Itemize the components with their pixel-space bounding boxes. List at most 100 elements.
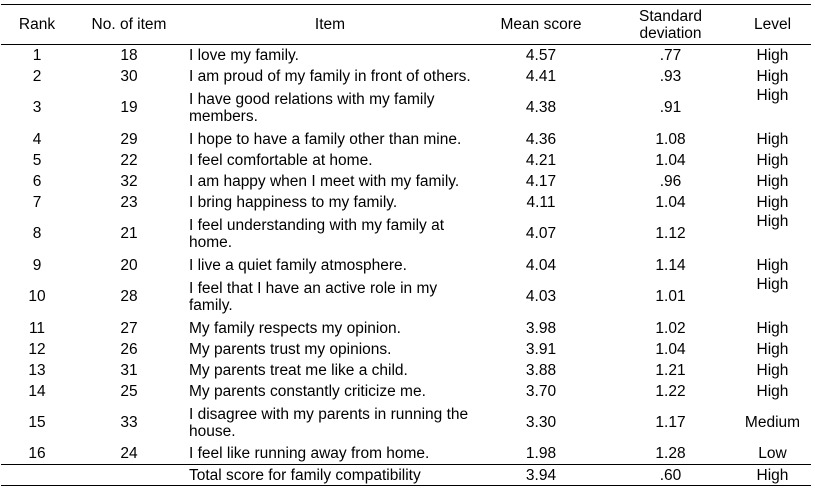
- rank-cell: 13: [28, 361, 46, 379]
- mean-score-cell: 3.98: [525, 319, 557, 337]
- mean-score-cell: 3.91: [525, 340, 557, 358]
- standard-deviation-cell: 1.02: [655, 319, 686, 337]
- mean-score-cell: 3.70: [525, 382, 557, 400]
- table-row: 12 26 My parents trust my opinions. 3.91 1.0…: [1, 339, 811, 360]
- mean-score-cell: 4.07: [525, 225, 557, 242]
- total-level: High: [734, 464, 811, 486]
- item-text-cell: I feel that I have an active role in my …: [189, 279, 438, 314]
- standard-deviation-cell: 1.17: [655, 414, 686, 431]
- table-row: 3 19 I have good relations with my family …: [1, 87, 811, 129]
- item-number-cell: 21: [120, 225, 138, 242]
- rank-cell: 5: [32, 151, 42, 169]
- mean-score-cell: 3.88: [525, 361, 557, 379]
- table-row: 9 20 I live a quiet family atmosphere. 4.04…: [1, 255, 811, 276]
- header-sd-line1: Standard: [639, 7, 702, 25]
- item-number-cell: 25: [120, 382, 138, 400]
- item-text-cell: I feel understanding with my family at h…: [189, 216, 445, 251]
- rank-cell: 2: [32, 67, 42, 85]
- rank-cell: 12: [28, 340, 46, 358]
- level-cell: High: [756, 193, 789, 211]
- level-cell: Low: [758, 445, 787, 463]
- total-item: Total score for family compatibility: [185, 464, 475, 486]
- item-number-cell: 30: [120, 67, 138, 85]
- table-row: 8 21 I feel understanding with my family a…: [1, 213, 811, 255]
- level-cell: High: [756, 319, 789, 337]
- item-number-cell: 27: [120, 319, 138, 337]
- level-cell: High: [756, 212, 789, 230]
- item-number-cell: 26: [120, 340, 138, 358]
- standard-deviation-cell: 1.22: [655, 382, 686, 400]
- standard-deviation-cell: .96: [659, 172, 682, 190]
- header-rank: Rank: [1, 4, 73, 45]
- level-cell: High: [756, 46, 789, 64]
- header-level: Level: [734, 4, 811, 45]
- item-text-cell: I live a quiet family atmosphere.: [189, 256, 407, 274]
- rank-cell: 3: [32, 99, 42, 116]
- standard-deviation-cell: .93: [659, 67, 682, 85]
- rank-cell: 15: [28, 414, 46, 431]
- item-text-cell: I hope to have a family other than mine.: [189, 130, 462, 148]
- standard-deviation-cell: 1.21: [655, 361, 686, 379]
- level-cell: High: [756, 172, 789, 190]
- rank-cell: 10: [28, 288, 46, 305]
- rank-cell: 7: [32, 193, 42, 211]
- total-no-cell: [73, 464, 185, 486]
- header-row: Rank No. of item Item Mean score Standar…: [1, 4, 811, 45]
- table-row: 5 22 I feel comfortable at home. 4.21 1.04 Hi…: [1, 150, 811, 171]
- level-cell: High: [756, 382, 789, 400]
- mean-score-cell: 3.30: [525, 414, 557, 431]
- level-cell: High: [756, 86, 789, 104]
- item-number-cell: 33: [120, 414, 138, 431]
- table-row: 16 24 I feel like running away from home. 1…: [1, 444, 811, 465]
- total-rank-cell: [1, 464, 73, 486]
- item-text-cell: I feel comfortable at home.: [189, 151, 373, 169]
- item-text-cell: I love my family.: [189, 46, 299, 64]
- item-number-cell: 19: [120, 99, 138, 116]
- mean-score-cell: 4.57: [525, 46, 557, 64]
- total-row: Total score for family compatibility 3.9…: [1, 464, 811, 486]
- item-text-cell: My parents trust my opinions.: [189, 340, 392, 358]
- item-number-cell: 23: [120, 193, 138, 211]
- table-row: 4 29 I hope to have a family other than mi…: [1, 129, 811, 150]
- table-row: 2 30 I am proud of my family in front of o…: [1, 66, 811, 87]
- header-item-number: No. of item: [73, 4, 185, 45]
- rank-cell: 8: [32, 225, 42, 242]
- total-mean: 3.94: [475, 464, 607, 486]
- mean-score-cell: 4.21: [525, 151, 557, 169]
- item-number-cell: 24: [120, 445, 138, 463]
- level-cell: High: [756, 340, 789, 358]
- header-sd-line2: deviation: [639, 24, 702, 42]
- item-text-cell: My parents treat me like a child.: [189, 361, 408, 379]
- mean-score-cell: 4.36: [525, 130, 557, 148]
- mean-score-cell: 4.11: [526, 193, 556, 211]
- item-text-cell: My parents constantly criticize me.: [189, 382, 426, 400]
- header-mean-score: Mean score: [475, 4, 607, 45]
- mean-score-cell: 4.04: [525, 256, 557, 274]
- rank-cell: 11: [28, 319, 46, 337]
- mean-score-cell: 4.41: [525, 67, 557, 85]
- standard-deviation-cell: 1.01: [655, 288, 686, 305]
- total-sd: .60: [607, 464, 734, 486]
- item-text-cell: I am proud of my family in front of othe…: [189, 67, 471, 85]
- level-cell: Medium: [744, 414, 801, 431]
- level-cell: High: [756, 151, 789, 169]
- item-text-cell: I feel like running away from home.: [189, 445, 430, 463]
- rank-cell: 6: [32, 172, 42, 190]
- table-row: 1 18 I love my family. 4.57 .77 High: [1, 45, 811, 66]
- standard-deviation-cell: 1.04: [655, 340, 686, 358]
- rank-cell: 9: [32, 256, 42, 274]
- table-body: 1 18 I love my family. 4.57.77 High 2 30 I am p…: [1, 45, 811, 465]
- rank-cell: 14: [28, 382, 46, 400]
- level-cell: High: [756, 275, 789, 293]
- item-number-cell: 31: [120, 361, 138, 379]
- standard-deviation-cell: .91: [659, 99, 682, 116]
- item-number-cell: 22: [120, 151, 138, 169]
- item-number-cell: 20: [120, 256, 138, 274]
- table-row: 6 32 I am happy when I meet with my family…: [1, 171, 811, 192]
- standard-deviation-cell: 1.14: [655, 256, 686, 274]
- rank-cell: 1: [32, 46, 42, 64]
- item-text-cell: My family respects my opinion.: [189, 319, 401, 337]
- mean-score-cell: 1.98: [525, 445, 557, 463]
- rank-cell: 4: [32, 130, 42, 148]
- item-text-cell: I bring happiness to my family.: [189, 193, 398, 211]
